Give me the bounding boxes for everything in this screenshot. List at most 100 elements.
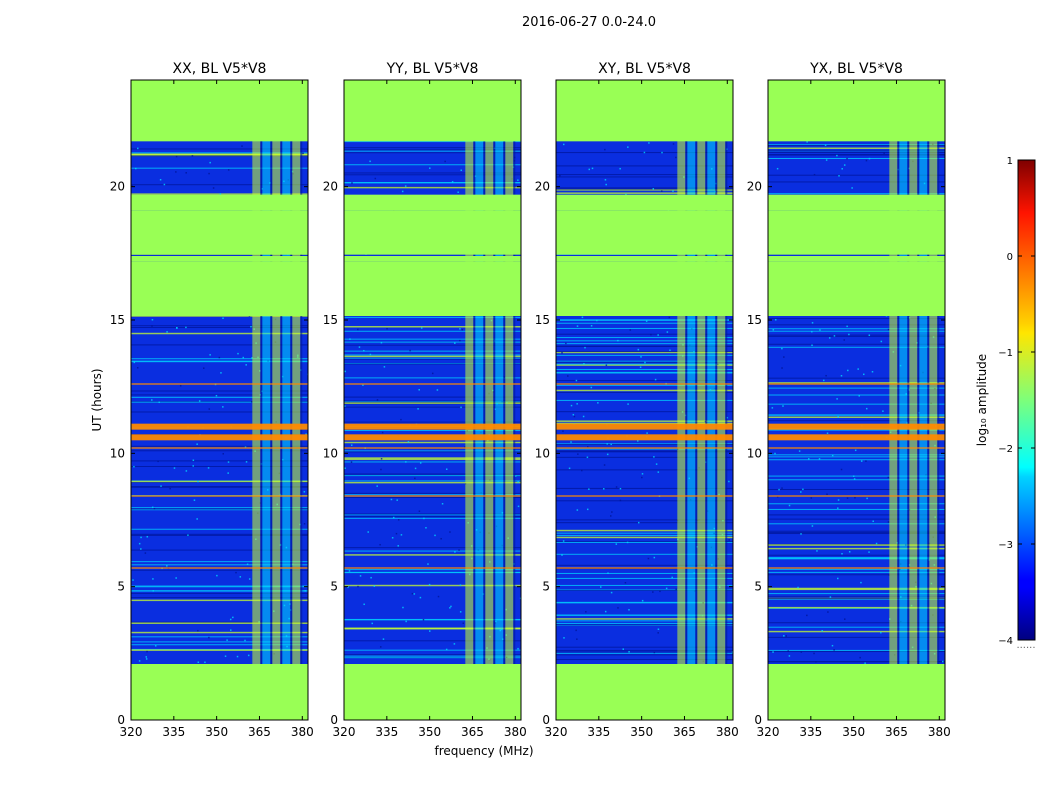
rfi-column xyxy=(707,80,716,720)
striation-line xyxy=(131,358,308,360)
noise-speck xyxy=(459,328,461,330)
noise-speck xyxy=(581,469,583,472)
noise-speck xyxy=(788,655,791,657)
noise-speck xyxy=(357,585,359,588)
noise-speck xyxy=(590,386,593,389)
noise-speck xyxy=(848,551,851,553)
rfi-bright-line xyxy=(344,447,521,449)
noise-speck xyxy=(586,456,589,459)
masked-band xyxy=(556,194,733,211)
noise-speck xyxy=(604,179,607,181)
striation-line xyxy=(556,450,733,452)
noise-speck xyxy=(561,352,563,354)
striation-line xyxy=(131,481,308,483)
striation-line xyxy=(344,401,521,403)
noise-speck xyxy=(941,660,944,663)
noise-speck xyxy=(657,334,659,336)
rfi-column xyxy=(697,80,706,720)
rfi-gap xyxy=(695,80,698,720)
striation-line xyxy=(556,380,733,382)
striation-line xyxy=(768,318,945,320)
striation-line xyxy=(768,174,945,176)
noise-speck xyxy=(644,361,646,364)
noise-speck xyxy=(652,591,654,593)
rfi-column xyxy=(899,80,908,720)
striation-line xyxy=(344,325,521,328)
noise-speck xyxy=(816,550,818,552)
striation-line xyxy=(768,346,945,348)
noise-speck xyxy=(576,325,579,327)
noise-speck xyxy=(590,325,593,327)
noise-speck xyxy=(400,534,403,536)
noise-speck xyxy=(852,475,855,477)
striation-line xyxy=(556,451,733,453)
striation-line xyxy=(768,150,945,152)
striation-line xyxy=(556,192,733,194)
panel-frame xyxy=(767,79,946,721)
noise-speck xyxy=(244,639,246,642)
noise-speck xyxy=(868,551,870,553)
y-tick-label: 10 xyxy=(747,446,762,460)
noise-speck xyxy=(370,576,372,579)
noise-speck xyxy=(135,167,137,170)
striation-line xyxy=(768,324,945,326)
striation-line xyxy=(556,322,733,324)
noise-speck xyxy=(427,563,429,565)
noise-speck xyxy=(882,410,884,412)
striation-line xyxy=(556,620,733,622)
panel-2: YY, BL V5*V8 320 335 350 365 380 0 5 10 15 20 xyxy=(323,61,527,739)
noise-speck xyxy=(575,629,577,632)
noise-speck xyxy=(653,456,655,458)
noise-speck xyxy=(846,157,848,160)
noise-speck xyxy=(425,527,427,529)
striation-line xyxy=(131,631,308,634)
noise-speck xyxy=(851,187,853,189)
striation-line xyxy=(131,332,308,335)
noise-speck xyxy=(865,159,868,162)
noise-speck xyxy=(215,394,218,397)
noise-speck xyxy=(570,404,573,407)
noise-speck xyxy=(606,453,609,456)
noise-speck xyxy=(837,507,839,509)
striation-line xyxy=(131,344,308,346)
x-tick-label: 320 xyxy=(545,725,568,739)
x-tick-label: 365 xyxy=(673,725,696,739)
noise-speck xyxy=(573,415,576,418)
striation-line xyxy=(768,557,945,559)
noise-speck xyxy=(825,374,827,377)
rfi-gap xyxy=(897,80,900,720)
noise-speck xyxy=(576,509,579,511)
noise-speck xyxy=(517,481,519,483)
noise-speck xyxy=(230,629,232,631)
y-tick-label: 0 xyxy=(754,713,762,727)
noise-speck xyxy=(192,459,195,462)
striation-line xyxy=(768,636,945,638)
noise-speck xyxy=(381,431,384,434)
striation-line xyxy=(768,420,945,422)
striation-line xyxy=(768,557,945,559)
rfi-bright-line xyxy=(131,423,308,430)
noise-speck xyxy=(826,493,828,496)
noise-speck xyxy=(151,325,153,327)
striation-line xyxy=(131,184,308,186)
noise-speck xyxy=(808,458,810,460)
noise-speck xyxy=(207,467,210,469)
noise-speck xyxy=(197,661,200,663)
noise-speck xyxy=(434,534,436,537)
rfi-bright-line xyxy=(344,383,521,385)
noise-speck xyxy=(347,586,349,589)
noise-speck xyxy=(811,322,814,324)
x-tick-label: 350 xyxy=(842,725,865,739)
rfi-column xyxy=(919,80,928,720)
noise-speck xyxy=(227,472,229,474)
noise-speck xyxy=(797,586,799,589)
noise-speck xyxy=(844,618,846,620)
striation-line xyxy=(556,529,733,532)
noise-speck xyxy=(383,366,386,368)
noise-speck xyxy=(575,379,578,382)
striation-line xyxy=(344,517,521,519)
striation-line xyxy=(131,394,308,396)
noise-speck xyxy=(672,190,674,192)
striation-line xyxy=(344,402,521,404)
noise-speck xyxy=(417,408,419,410)
